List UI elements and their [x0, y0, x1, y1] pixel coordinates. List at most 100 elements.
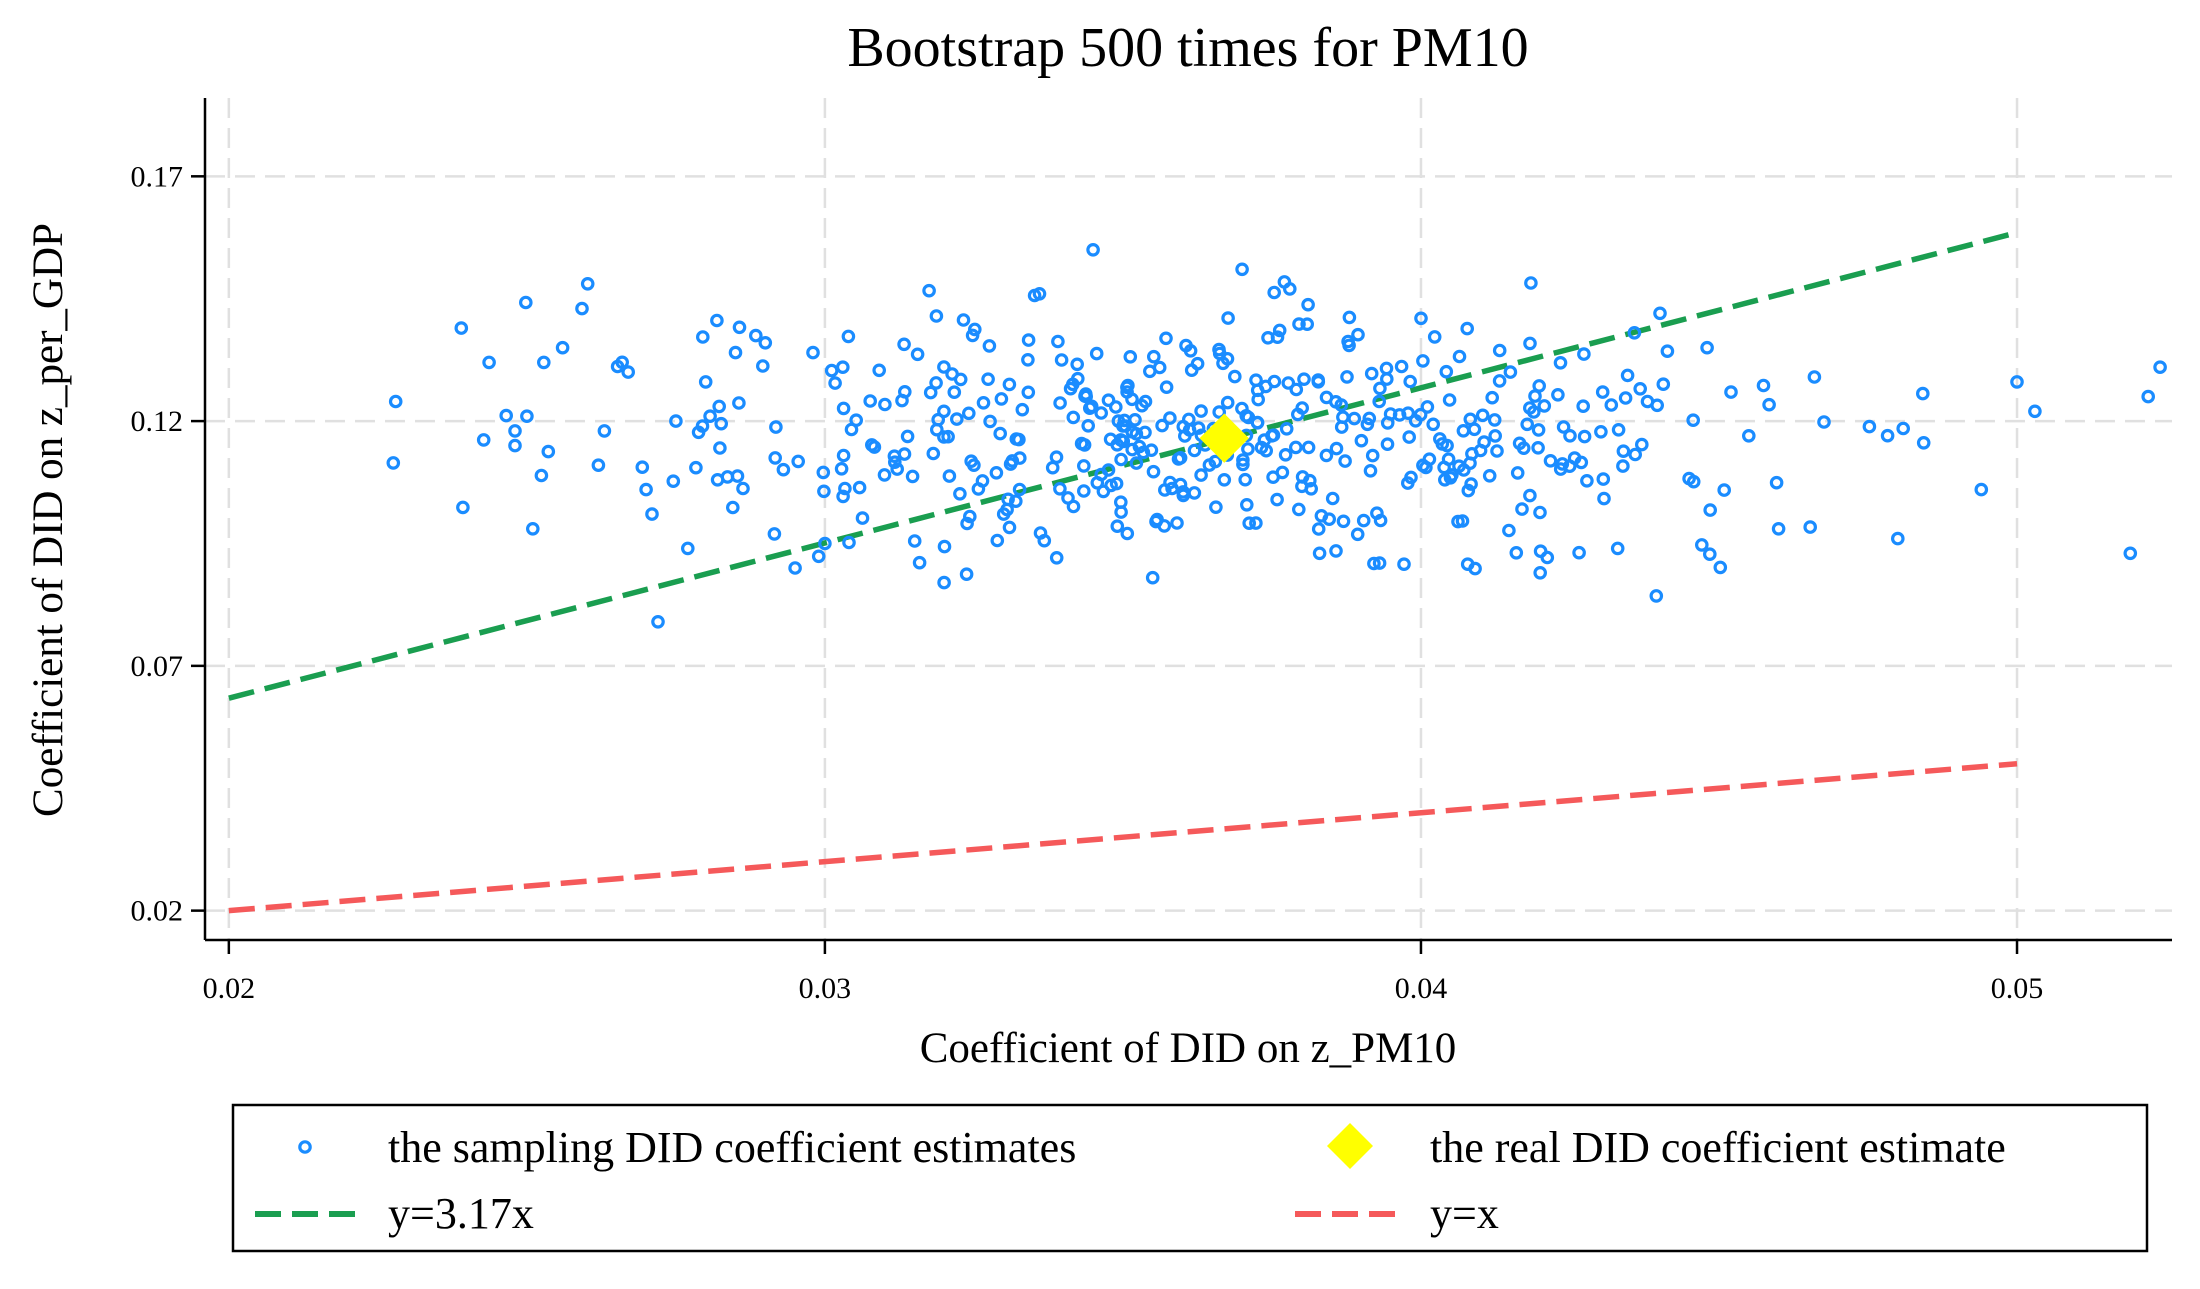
sampling-point: [1145, 570, 1160, 585]
sampling-point: [1426, 417, 1440, 432]
sampling-point: [1896, 421, 1910, 436]
sampling-point: [2153, 360, 2167, 374]
sampling-point: [1616, 444, 1631, 458]
sampling-point: [1416, 354, 1430, 368]
sampling-point: [981, 372, 995, 386]
sampling-point: [1338, 454, 1352, 468]
sampling-point: [1110, 519, 1125, 533]
sampling-point: [1524, 276, 1538, 290]
sampling-point: [834, 461, 849, 476]
sampling-point: [1597, 491, 1611, 506]
sampling-point: [1015, 402, 1030, 417]
sampling-point: [1159, 331, 1173, 346]
sampling-point: [872, 363, 886, 378]
sampling-point: [1492, 343, 1507, 358]
sampling-point: [1520, 417, 1534, 432]
sampling-point: [926, 446, 941, 461]
sampling-point: [1187, 443, 1202, 458]
legend-box: [231, 1103, 2149, 1253]
sampling-point: [1012, 451, 1027, 465]
sampling-point: [1117, 413, 1132, 428]
sampling-point: [1717, 483, 1731, 497]
sampling-points: [386, 243, 2167, 629]
sampling-point: [1595, 385, 1610, 399]
sampling-point: [1163, 411, 1177, 425]
sampling-point: [956, 313, 971, 327]
sampling-point: [1403, 374, 1417, 389]
sampling-point: [1604, 398, 1619, 412]
sampling-point: [1002, 520, 1017, 535]
sampling-point: [1135, 398, 1149, 413]
sampling-point: [949, 412, 964, 426]
sampling-point: [1916, 435, 1931, 450]
sampling-point: [1045, 460, 1060, 475]
sampling-point: [1123, 349, 1138, 364]
sampling-point: [1077, 459, 1091, 473]
sampling-point: [1120, 526, 1135, 541]
sampling-point: [651, 614, 665, 629]
sampling-point: [1596, 472, 1611, 486]
sampling-point: [959, 567, 974, 581]
sampling-point: [1686, 413, 1700, 427]
sampling-point: [1457, 463, 1471, 477]
sampling-point: [971, 482, 986, 496]
x-axis-title: Coefficient of DID on z_PM10: [920, 1025, 1457, 1072]
sampling-point: [1066, 410, 1081, 425]
sampling-point: [1342, 338, 1356, 353]
sampling-point: [388, 394, 403, 409]
sampling-point: [1125, 442, 1139, 457]
sampling-point: [1292, 502, 1306, 517]
sampling-point: [768, 451, 782, 465]
sampling-point: [1533, 505, 1547, 520]
sampling-point: [518, 295, 533, 310]
sampling-point: [1176, 419, 1191, 434]
sampling-point: [836, 489, 850, 504]
sampling-point: [982, 339, 997, 353]
sampling-point: [1703, 547, 1717, 561]
sampling-point: [1543, 453, 1558, 468]
sampling-point: [1292, 317, 1306, 331]
sampling-point: [1594, 424, 1608, 439]
sampling-point: [907, 534, 922, 548]
sampling-point: [1463, 412, 1478, 427]
sampling-point: [1051, 334, 1065, 349]
sampling-point: [1537, 399, 1552, 413]
sampling-point: [1477, 435, 1491, 449]
sampling-point: [1336, 514, 1351, 529]
sampling-point: [1807, 370, 1822, 384]
sampling-point: [900, 429, 915, 444]
sampling-point: [947, 385, 962, 399]
sampling-point: [725, 500, 740, 515]
sampling-point: [897, 337, 911, 352]
sampling-point: [811, 549, 826, 564]
sampling-point: [610, 359, 625, 374]
sampling-point: [1266, 428, 1281, 442]
sampling-point: [1756, 378, 1771, 393]
sampling-point: [1054, 353, 1069, 367]
sampling-point: [922, 283, 936, 298]
sampling-point: [1509, 545, 1524, 560]
sampling-point: [1008, 494, 1023, 508]
sampling-point: [990, 533, 1005, 548]
sampling-point: [1482, 468, 1497, 483]
sampling-point: [1272, 323, 1287, 338]
sampling-point: [1616, 459, 1630, 473]
sampling-point: [732, 396, 746, 410]
sampling-point: [953, 372, 968, 387]
sampling-point: [1394, 359, 1409, 374]
sampling-point: [897, 447, 912, 461]
sampling-point: [1340, 370, 1354, 384]
sampling-point: [1503, 365, 1518, 379]
sampling-point: [1334, 420, 1349, 434]
sampling-point: [386, 456, 401, 470]
sampling-point: [983, 414, 997, 429]
x-tick-label: 0.04: [1395, 972, 1448, 1005]
y-tick-label: 0.12: [131, 405, 184, 438]
sampling-point: [1610, 541, 1625, 556]
sampling-point: [1311, 373, 1325, 387]
sampling-point: [454, 321, 469, 335]
sampling-point: [1037, 533, 1052, 548]
sampling-point: [2028, 404, 2042, 419]
